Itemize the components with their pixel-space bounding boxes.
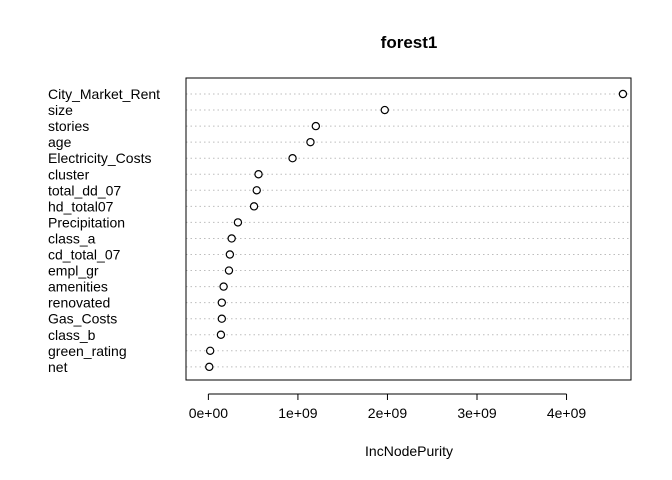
data-point xyxy=(380,105,389,115)
variable-label: amenities xyxy=(48,279,108,295)
data-point xyxy=(311,121,321,131)
variable-label: Precipitation xyxy=(48,214,125,230)
data-point xyxy=(233,218,243,227)
variable-label: renovated xyxy=(48,295,110,311)
data-point xyxy=(224,266,234,275)
variable-label: class_a xyxy=(48,230,96,246)
data-point xyxy=(217,298,227,307)
variable-label: cluster xyxy=(48,166,90,182)
x-tick-label: 2e+09 xyxy=(368,405,408,421)
variable-labels: City_Market_RentsizestoriesageElectricit… xyxy=(48,86,160,375)
data-point xyxy=(249,202,259,211)
x-tick-label: 0e+00 xyxy=(189,405,229,421)
variable-label: empl_gr xyxy=(48,263,99,279)
data-point xyxy=(227,234,236,243)
chart-title: forest1 xyxy=(381,33,438,52)
variable-label: City_Market_Rent xyxy=(48,86,160,102)
data-point xyxy=(252,186,261,195)
x-tick-label: 1e+09 xyxy=(278,405,318,421)
data-points xyxy=(205,89,628,372)
data-point xyxy=(254,170,263,179)
guide-lines xyxy=(186,93,631,368)
variable-label: Electricity_Costs xyxy=(48,150,151,166)
variable-label: Gas_Costs xyxy=(48,311,117,327)
x-axis: 0e+00 1e+09 2e+09 3e+09 4e+09 xyxy=(189,393,587,421)
variable-label: total_dd_07 xyxy=(48,182,121,198)
data-point xyxy=(205,362,214,372)
variable-label: class_b xyxy=(48,327,96,343)
variable-label: size xyxy=(48,102,73,118)
variable-label: stories xyxy=(48,118,89,134)
data-point xyxy=(306,137,315,147)
x-axis-title: IncNodePurity xyxy=(365,443,453,459)
data-point xyxy=(219,282,228,291)
variable-label: net xyxy=(48,359,68,375)
variable-label: hd_total07 xyxy=(48,198,114,214)
x-tick-label: 3e+09 xyxy=(457,405,497,421)
data-point xyxy=(618,89,628,99)
variable-label: age xyxy=(48,134,72,150)
data-point xyxy=(216,330,226,339)
plot-frame xyxy=(185,77,632,381)
x-tick-label: 4e+09 xyxy=(547,405,587,421)
data-point xyxy=(225,250,235,259)
data-point xyxy=(217,314,227,323)
variable-label: cd_total_07 xyxy=(48,247,121,263)
data-point xyxy=(205,346,215,355)
data-point xyxy=(288,153,297,163)
variable-label: green_rating xyxy=(48,343,127,359)
